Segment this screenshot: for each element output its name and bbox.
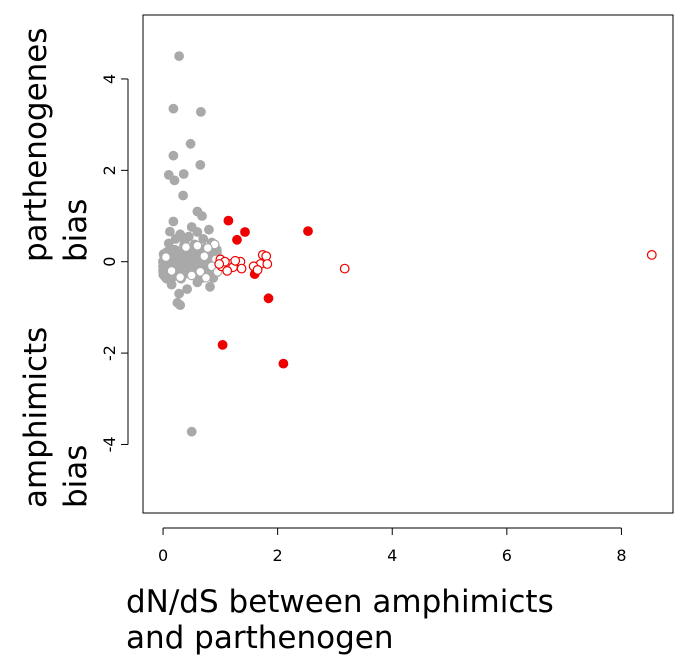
- data-point-gray: [195, 159, 206, 170]
- y-axis-title-bottom-line-2: bias: [58, 445, 94, 508]
- data-point-gray: [178, 169, 189, 179]
- data-point-gray: [203, 224, 214, 235]
- data-point-red: [236, 263, 247, 274]
- data-point-gray: [202, 243, 213, 253]
- data-point-red: [230, 255, 241, 266]
- data-point-red: [263, 293, 274, 304]
- data-point-red: [222, 266, 233, 276]
- data-point-red: [214, 259, 225, 269]
- data-point-red: [278, 358, 289, 369]
- y-tick-label: 2: [100, 165, 119, 175]
- x-tick-label: 6: [502, 546, 512, 565]
- data-point-gray: [195, 266, 206, 277]
- data-point-gray: [168, 150, 179, 161]
- data-point-gray: [182, 284, 193, 295]
- data-point-gray: [170, 233, 181, 244]
- data-point-gray: [174, 288, 185, 299]
- y-tick-label: 4: [100, 74, 119, 84]
- data-point-red: [252, 265, 263, 275]
- data-point-gray: [160, 252, 171, 263]
- x-axis-title-line-2: and parthenogen: [126, 620, 393, 656]
- data-point-gray: [178, 190, 189, 201]
- data-point-gray: [201, 272, 211, 283]
- data-point-gray: [169, 175, 180, 186]
- data-point-gray: [161, 273, 172, 284]
- x-axis-title-line-1: dN/dS between amphimicts: [126, 584, 554, 620]
- data-point-gray: [185, 138, 196, 149]
- y-axis-title-top-line-2: bias: [58, 199, 94, 262]
- y-axis: -4 -2 0 2 4: [100, 74, 129, 452]
- data-point-red: [232, 234, 242, 245]
- data-point-red: [262, 259, 273, 269]
- data-point-gray: [195, 106, 206, 117]
- data-point-gray: [192, 227, 203, 237]
- data-point-red: [339, 263, 350, 274]
- data-point-gray: [172, 297, 183, 308]
- x-tick-label: 8: [616, 546, 626, 565]
- data-point-gray: [205, 281, 215, 292]
- data-point-gray: [168, 103, 179, 114]
- data-point-gray: [186, 270, 197, 281]
- data-point-gray: [191, 257, 202, 268]
- data-point-red: [223, 215, 234, 226]
- plot-frame: [142, 14, 674, 514]
- data-point-gray: [198, 233, 209, 244]
- data-point-gray: [181, 242, 191, 253]
- x-tick-label: 4: [387, 546, 397, 565]
- y-tick-label: -4: [100, 436, 119, 452]
- points-layer: [158, 51, 657, 437]
- data-point-gray: [164, 226, 175, 237]
- data-point-gray: [175, 272, 186, 283]
- y-tick-label: 0: [100, 257, 119, 267]
- data-point-gray: [197, 211, 207, 221]
- data-point-red: [240, 227, 250, 237]
- x-tick-label: 2: [273, 546, 283, 565]
- data-point-gray: [168, 216, 179, 227]
- data-point-red: [646, 249, 657, 260]
- x-tick-label: 0: [158, 546, 168, 565]
- data-point-red: [303, 226, 313, 237]
- data-point-gray: [174, 51, 185, 61]
- y-axis-title-top-line-1: parthenogenes: [18, 27, 54, 262]
- data-point-gray: [199, 251, 210, 262]
- data-point-gray: [186, 426, 197, 437]
- data-point-gray: [192, 240, 203, 251]
- data-point-gray: [166, 266, 177, 276]
- y-tick-label: -2: [100, 345, 119, 361]
- y-axis-title-bottom-line-1: amphimicts: [18, 327, 54, 508]
- data-point-gray: [171, 257, 182, 268]
- data-point-red: [217, 340, 228, 350]
- x-axis: 0 2 4 6 8: [158, 527, 627, 565]
- data-point-red: [261, 251, 272, 262]
